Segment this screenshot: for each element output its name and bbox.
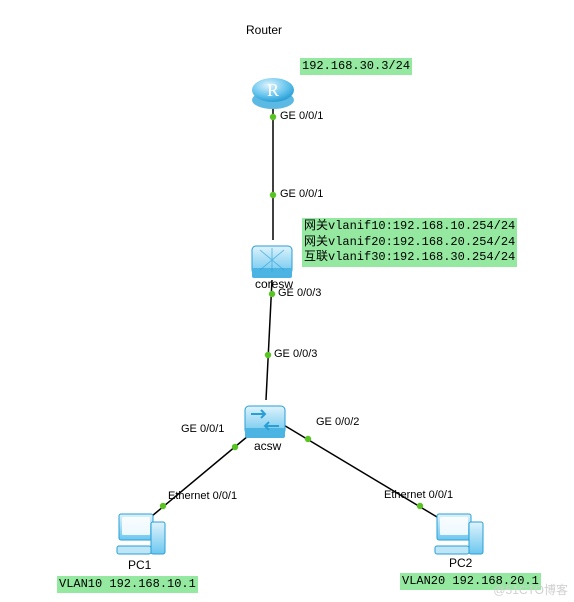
pc1-vlan-label: VLAN10 192.168.10.1 xyxy=(57,576,198,593)
pc2-icon xyxy=(433,510,487,562)
router-icon: R xyxy=(250,70,296,114)
pc1-label: PC1 xyxy=(128,559,151,572)
pc2-label: PC2 xyxy=(449,557,472,570)
router-title: Router xyxy=(246,24,282,37)
port-label: Ethernet 0/0/1 xyxy=(384,489,453,501)
port-label: GE 0/0/1 xyxy=(280,110,323,122)
port-label: Ethernet 0/0/1 xyxy=(168,490,237,502)
port-label: GE 0/0/2 xyxy=(316,416,359,428)
router-ip-label: 192.168.30.3/24 xyxy=(300,58,412,75)
acsw-label: acsw xyxy=(254,440,281,453)
acsw-icon xyxy=(243,400,287,444)
coresw-vlan-box: 网关vlanif10:192.168.10.254/24 网关vlanif20:… xyxy=(302,218,517,267)
port-label: GE 0/0/3 xyxy=(278,287,321,299)
port-label: GE 0/0/1 xyxy=(181,423,224,435)
pc1-icon xyxy=(115,510,169,562)
port-label: GE 0/0/1 xyxy=(280,188,323,200)
watermark: @51CTO博客 xyxy=(493,581,568,598)
port-label: GE 0/0/3 xyxy=(274,348,317,360)
